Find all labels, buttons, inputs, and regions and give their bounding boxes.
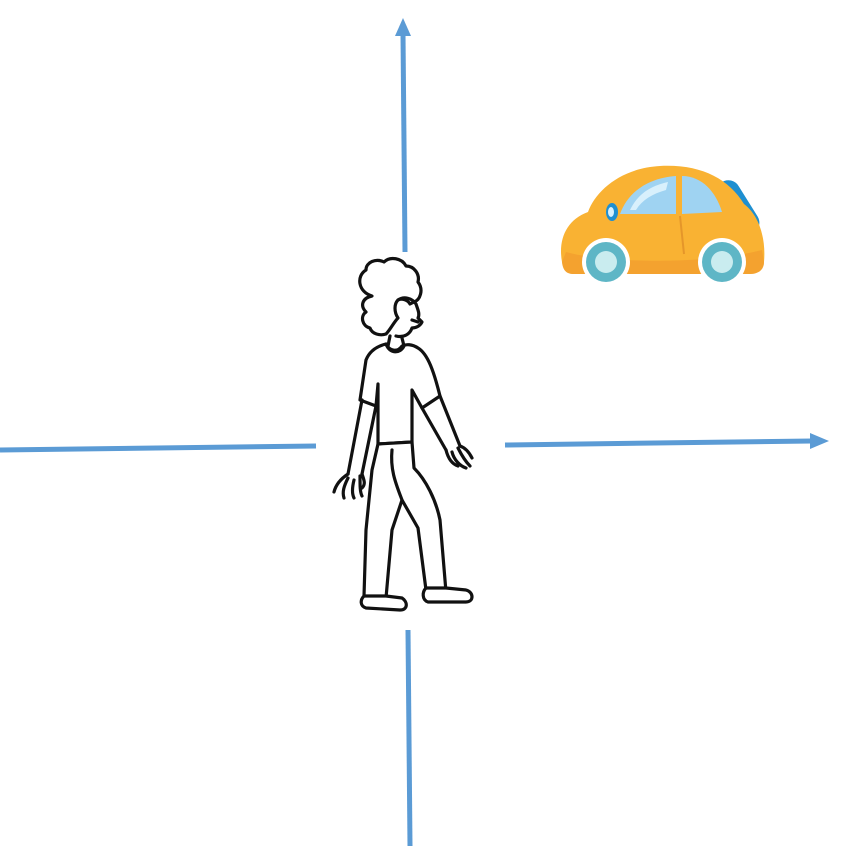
left-line — [0, 443, 317, 453]
car-icon — [561, 165, 765, 286]
down-line — [405, 629, 413, 846]
right-arrowhead-icon — [810, 433, 829, 449]
axes — [0, 18, 829, 846]
up-arrow-line — [400, 33, 408, 253]
right-arrow-line — [504, 438, 813, 448]
up-arrowhead-icon — [395, 18, 411, 36]
person-walking-icon — [332, 256, 474, 612]
